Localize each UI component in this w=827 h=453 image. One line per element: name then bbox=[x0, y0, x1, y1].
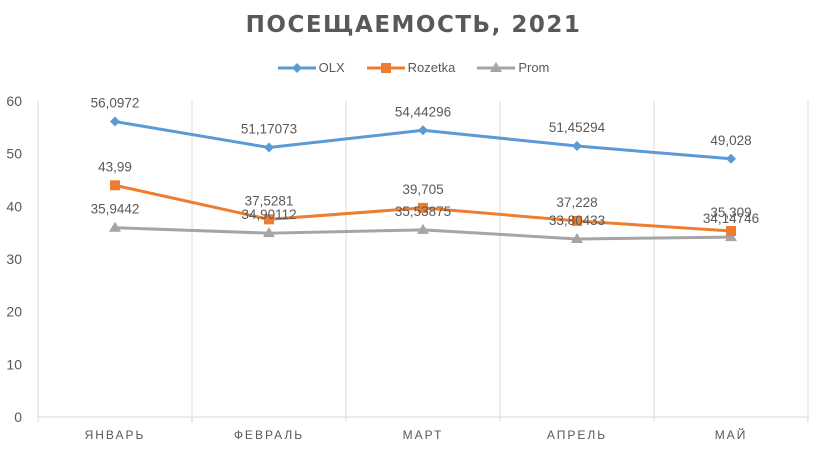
legend-label: OLX bbox=[318, 60, 345, 75]
data-label: 39,705 bbox=[402, 182, 443, 197]
diamond-legend-icon bbox=[277, 62, 316, 73]
x-tick-label: МАРТ bbox=[403, 428, 444, 442]
data-label: 54,44296 bbox=[395, 104, 451, 119]
data-label: 35,309 bbox=[710, 205, 751, 220]
diamond-marker-icon bbox=[110, 116, 120, 127]
triangle-marker-icon bbox=[490, 61, 503, 72]
triangle-marker-icon bbox=[109, 221, 121, 232]
x-tick-label: АПРЕЛЬ bbox=[547, 428, 607, 442]
data-label: 35,9442 bbox=[91, 202, 140, 217]
series-prom bbox=[109, 221, 737, 243]
y-tick-label: 50 bbox=[6, 146, 22, 162]
triangle-legend-icon bbox=[477, 61, 516, 72]
triangle-marker-icon bbox=[263, 227, 275, 238]
data-label: 37,5281 bbox=[245, 193, 294, 208]
y-tick-label: 60 bbox=[6, 93, 22, 109]
diamond-marker-icon bbox=[572, 141, 582, 152]
y-tick-label: 20 bbox=[6, 304, 22, 320]
data-label: 35,53875 bbox=[395, 204, 451, 219]
y-tick-label: 0 bbox=[14, 409, 22, 425]
data-label: 51,45294 bbox=[549, 120, 606, 135]
data-label: 37,228 bbox=[556, 195, 597, 210]
data-label: 51,17073 bbox=[241, 122, 297, 137]
square-marker-icon bbox=[418, 202, 428, 213]
x-tick-label: ФЕВРАЛЬ bbox=[234, 428, 304, 442]
diamond-marker-icon bbox=[726, 153, 736, 164]
data-label: 34,90112 bbox=[241, 207, 296, 222]
chart-title: ПОСЕЩАЕМОСТЬ, 2021 bbox=[245, 12, 582, 38]
data-label: 33,80433 bbox=[549, 213, 605, 228]
y-tick-label: 40 bbox=[6, 198, 22, 214]
square-marker-icon bbox=[726, 226, 736, 237]
legend-item-olx: OLX bbox=[277, 60, 345, 75]
x-tick-label: ЯНВАРЬ bbox=[85, 428, 146, 442]
triangle-marker-icon bbox=[417, 223, 429, 234]
diamond-marker-icon bbox=[291, 62, 302, 73]
legend-label: Prom bbox=[518, 60, 550, 75]
diamond-marker-icon bbox=[418, 125, 428, 136]
square-marker-icon bbox=[110, 180, 120, 191]
data-label: 56,0972 bbox=[91, 96, 140, 111]
data-label: 34,14746 bbox=[703, 211, 759, 226]
triangle-marker-icon bbox=[725, 231, 737, 242]
legend-item-prom: Prom bbox=[477, 60, 549, 75]
chart-legend: OLX Rozetka Prom bbox=[0, 60, 827, 75]
y-tick-label: 10 bbox=[6, 356, 22, 372]
square-marker-icon bbox=[380, 62, 391, 73]
square-marker-icon bbox=[572, 215, 582, 226]
square-legend-icon bbox=[366, 62, 405, 73]
series-rozetka bbox=[110, 180, 736, 237]
triangle-marker-icon bbox=[571, 232, 583, 243]
legend-label: Rozetka bbox=[407, 60, 456, 75]
square-marker-icon bbox=[264, 214, 274, 225]
data-label: 43,99 bbox=[98, 159, 132, 174]
data-label: 49,028 bbox=[710, 133, 751, 148]
x-tick-label: МАЙ bbox=[715, 427, 748, 442]
y-tick-label: 30 bbox=[6, 251, 22, 267]
diamond-marker-icon bbox=[264, 142, 274, 153]
series-olx bbox=[110, 116, 736, 164]
legend-item-rozetka: Rozetka bbox=[366, 60, 456, 75]
